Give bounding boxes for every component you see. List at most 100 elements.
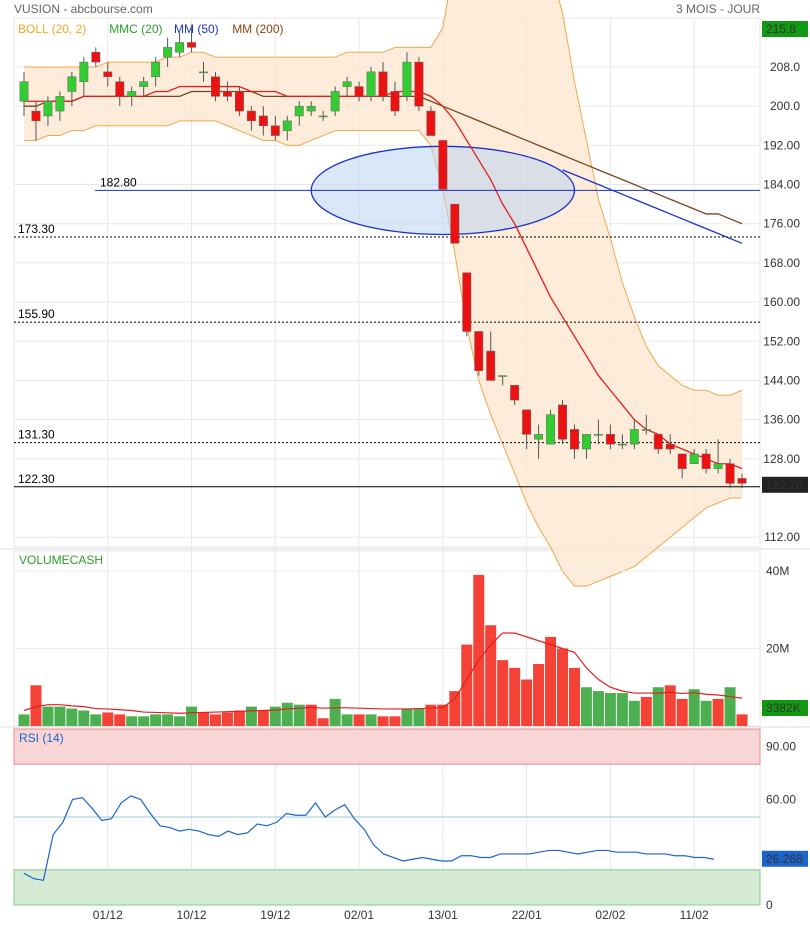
- x-tick-label: 02/02: [595, 908, 625, 922]
- legend-entry: MMC (20): [109, 22, 162, 36]
- volume-bar: [437, 704, 449, 726]
- level-label: 131.30: [18, 428, 55, 442]
- y-tick-label: 192.00: [763, 138, 800, 152]
- y-tick-label: 176.00: [763, 217, 800, 231]
- candle-body: [282, 120, 292, 131]
- volume-bar: [616, 693, 628, 726]
- volume-bar: [473, 574, 485, 726]
- candle-body: [318, 115, 328, 118]
- candle-body: [330, 91, 340, 112]
- rsi-panel: RSI (14) 90.00 60.00 0 26.268: [13, 728, 808, 912]
- volume-bar: [102, 712, 114, 726]
- volume-bar: [138, 716, 150, 726]
- volume-bar: [90, 714, 102, 726]
- candle-body: [617, 443, 627, 446]
- volume-bar: [150, 714, 162, 726]
- volume-bar: [78, 710, 90, 726]
- volume-last-label: 3382K: [766, 701, 801, 715]
- volume-bar: [66, 708, 78, 726]
- candle-body: [725, 463, 735, 484]
- rsi-title: RSI (14): [19, 731, 64, 745]
- last-price-label-box: [762, 21, 808, 37]
- candle-body: [414, 61, 424, 107]
- volume-last-label-box: [762, 700, 808, 716]
- volume-bar: [461, 644, 473, 726]
- current-price-label: 122.70: [766, 478, 803, 492]
- candle-body: [546, 414, 555, 445]
- volume-bar: [186, 706, 198, 726]
- volume-bar: [293, 704, 305, 726]
- legend-entry: BOLL (20, 2): [18, 22, 86, 36]
- volume-bar: [580, 687, 592, 726]
- x-tick-label: 22/01: [512, 908, 542, 922]
- volume-bar: [245, 706, 257, 726]
- volume-bar: [497, 660, 509, 726]
- level-label: 173.30: [18, 222, 55, 236]
- volume-bar: [269, 706, 281, 726]
- rsi-tick-label: 90.00: [766, 740, 796, 754]
- candle-body: [31, 110, 41, 122]
- volume-bar: [365, 714, 377, 726]
- y-tick-label: 208.0: [770, 60, 800, 74]
- candle-body: [534, 434, 544, 440]
- chart-source: VUSION - abcbourse.com: [14, 2, 153, 16]
- volume-bar: [30, 685, 42, 726]
- rsi-oversold-zone: [13, 869, 761, 906]
- volume-bar: [281, 702, 293, 726]
- candle-body: [713, 463, 723, 469]
- candle-body: [223, 91, 232, 97]
- y-tick-label: 144.00: [763, 373, 800, 387]
- volume-bar: [676, 698, 688, 726]
- y-tick-label: 184.00: [763, 178, 800, 192]
- volume-tick-label: 40M: [766, 564, 789, 578]
- volume-bar: [712, 698, 724, 726]
- volume-panel: VOLUMECASH 40M 20M 3382K: [14, 553, 808, 726]
- volume-bar: [162, 714, 174, 726]
- candle-body: [127, 91, 137, 97]
- candle-body: [593, 434, 603, 436]
- candle-body: [737, 478, 747, 484]
- candle-body: [701, 453, 711, 469]
- legend-entry: MM (200): [232, 22, 283, 36]
- volume-bar: [114, 714, 126, 726]
- candle-body: [390, 91, 400, 112]
- candle-body: [653, 434, 663, 450]
- y-tick-label: 136.00: [763, 413, 800, 427]
- candle-body: [234, 91, 244, 112]
- candle-body: [438, 140, 448, 190]
- volume-bar: [604, 693, 616, 726]
- last-price-label: 215.8: [766, 22, 796, 36]
- volume-bar: [592, 691, 604, 726]
- candle-body: [570, 429, 579, 450]
- level-label: 155.90: [18, 307, 55, 321]
- rsi-tick-label: 0: [766, 898, 773, 912]
- volume-bar: [198, 712, 210, 726]
- candle-body: [91, 52, 101, 63]
- volume-bar: [54, 706, 66, 726]
- candle-body: [474, 331, 484, 371]
- rsi-overbought-zone: [13, 728, 761, 765]
- candle-body: [402, 61, 412, 97]
- volume-bar: [377, 716, 389, 726]
- volume-bar: [724, 687, 736, 726]
- candle-body: [67, 76, 77, 92]
- volume-bar: [736, 714, 748, 726]
- volume-bar: [353, 714, 365, 726]
- candle-body: [462, 272, 472, 332]
- candle-body: [605, 434, 615, 445]
- volume-bar: [425, 704, 437, 726]
- volume-bar: [42, 706, 54, 726]
- volume-bar: [305, 704, 317, 726]
- volume-bar: [174, 716, 186, 726]
- volume-title: VOLUMECASH: [19, 553, 103, 567]
- candle-body: [270, 125, 280, 136]
- rsi-tick-label: 60.00: [766, 792, 796, 806]
- mm50-line: [562, 169, 743, 244]
- y-tick-label: 160.00: [763, 295, 800, 309]
- volume-bar: [700, 700, 712, 726]
- x-tick-label: 11/02: [680, 908, 709, 922]
- candle-body: [366, 71, 376, 97]
- y-tick-label: 200.0: [770, 99, 800, 113]
- candle-body: [55, 96, 65, 112]
